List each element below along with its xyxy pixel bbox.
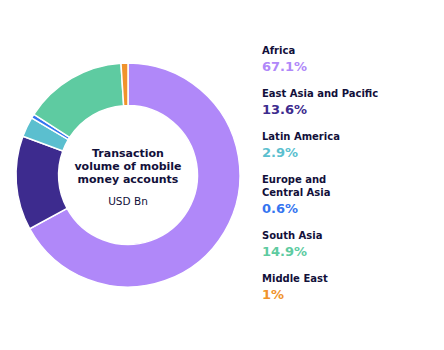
labels: Africa 67.1% East Asia and Pacific 13.6% Lat… <box>262 45 378 302</box>
center-title: Transactionvolume of mobilemoney account… <box>74 147 181 186</box>
data-label: 1% <box>262 287 284 302</box>
slices <box>16 63 240 287</box>
chart: Transactionvolume of mobilemoney account… <box>0 0 444 350</box>
data-label: 14.9% <box>262 244 307 259</box>
data-label: 2.9% <box>262 145 298 160</box>
data-label: 13.6% <box>262 102 307 117</box>
category-label: Europe andCentral Asia <box>262 174 330 198</box>
category-label: Latin America <box>262 131 340 142</box>
slice <box>30 63 240 287</box>
center-subtitle: USD Bn <box>108 195 148 207</box>
data-label: 0.6% <box>262 201 298 216</box>
category-label: Africa <box>262 45 295 56</box>
slice <box>34 63 124 137</box>
slice <box>121 63 128 106</box>
category-label: Middle East <box>262 273 328 284</box>
category-label: East Asia and Pacific <box>262 88 378 99</box>
category-label: South Asia <box>262 230 322 241</box>
data-label: 67.1% <box>262 59 307 74</box>
